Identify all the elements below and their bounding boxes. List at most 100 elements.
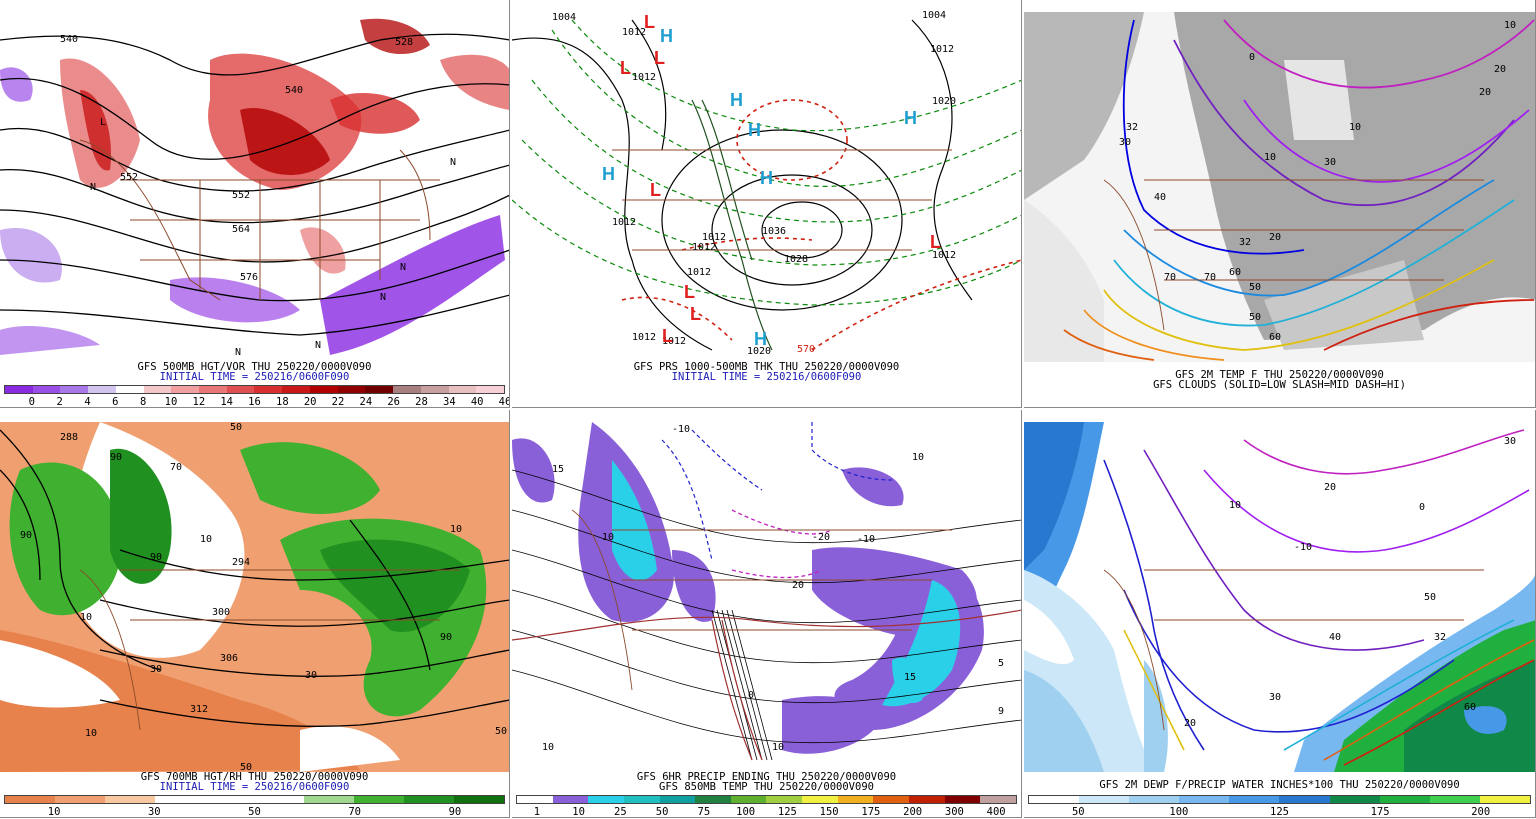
colorbar-tick-label: 75 — [697, 806, 711, 818]
low-symbol: L — [684, 282, 695, 302]
colorbar-swatch — [1379, 796, 1430, 803]
colorbar-swatch — [909, 796, 945, 803]
isobar-label: 1012 — [932, 250, 956, 261]
isotherm-label: 20 — [1494, 64, 1506, 75]
temp-label: 9 — [998, 706, 1004, 717]
isobar-label: 1020 — [747, 346, 771, 357]
temp-label: -10 — [672, 424, 690, 435]
colorbar-swatch — [552, 796, 589, 803]
height-label: 306 — [220, 653, 238, 664]
height-label: 552 — [120, 172, 138, 183]
low-symbol: L — [100, 117, 106, 128]
dewpoint-label: -10 — [1294, 542, 1312, 553]
colorbar-swatch — [1429, 796, 1480, 803]
colorbar-labels: 0246810121416182022242628344046 — [4, 396, 509, 408]
isotherm-label: 60 — [1229, 267, 1241, 278]
high-symbol: H — [748, 120, 761, 140]
colorbar-tick-label: 50 — [248, 806, 261, 818]
isotherm-label: 10 — [1264, 152, 1276, 163]
temp-label: 15 — [904, 672, 916, 683]
high-symbol: H — [754, 329, 767, 349]
rh-label: 10 — [450, 524, 462, 535]
colorbar-swatch — [517, 796, 553, 803]
isotherm-label: 32 — [1239, 237, 1251, 248]
isotherm-label: 40 — [1154, 192, 1166, 203]
rh-label: 50 — [230, 422, 242, 433]
colorbar-tick-label: 4 — [84, 396, 91, 408]
colorbar-swatch — [1079, 796, 1130, 803]
colorbar-swatch — [337, 386, 366, 393]
colorbar — [4, 385, 505, 394]
rh-label: 90 — [150, 552, 162, 563]
isotherm-label: 60 — [1269, 332, 1281, 343]
height-label: 288 — [60, 432, 78, 443]
colorbar-swatch — [115, 386, 144, 393]
colorbar-swatch — [623, 796, 660, 803]
isobar-label: 1012 — [687, 267, 711, 278]
colorbar-swatch — [944, 796, 981, 803]
colorbar-swatch — [309, 386, 338, 393]
vort-min-symbol: N — [235, 347, 241, 358]
colorbar-tick-label: 20 — [303, 396, 317, 408]
colorbar-tick-label: 46 — [498, 396, 509, 408]
high-symbol: H — [730, 90, 743, 110]
colorbar-swatch — [143, 386, 172, 393]
colorbar-swatch — [766, 796, 803, 803]
height-label: 564 — [232, 224, 250, 235]
thickness-label: 570 — [797, 344, 815, 355]
colorbar-swatch — [659, 796, 696, 803]
colorbar-tick-label: 50 — [655, 806, 669, 818]
colorbar-swatch — [204, 796, 255, 803]
rh-label: 90 — [20, 530, 32, 541]
colorbar-swatch — [802, 796, 838, 803]
colorbar-tick-label: 90 — [448, 806, 462, 818]
dewpoint-label: 30 — [1504, 436, 1516, 447]
colorbar-tick-label: 25 — [614, 806, 627, 818]
colorbar-swatch — [588, 796, 624, 803]
colorbar-tick-label: 100 — [736, 806, 756, 818]
colorbar-tick-label: 26 — [387, 396, 400, 408]
height-label: 528 — [395, 37, 413, 48]
temp-label: 10 — [602, 532, 614, 543]
colorbar-tick-label: 175 — [1370, 806, 1390, 818]
isotherm-label: 20 — [1269, 232, 1281, 243]
temp-label: -10 — [857, 534, 875, 545]
isobar-label: 1028 — [784, 254, 808, 265]
rh-label: 10 — [200, 534, 212, 545]
colorbar-swatch — [1029, 796, 1080, 803]
panel-init-time: INITIAL TIME = 250216/0600F090 — [159, 371, 350, 383]
dewpoint-label: 10 — [1229, 500, 1241, 511]
colorbar-tick-label: 28 — [415, 396, 428, 408]
colorbar-swatch — [393, 386, 421, 393]
temp-label: 20 — [792, 580, 804, 591]
isotherm-label: 70 — [1204, 272, 1216, 283]
vort-min-symbol: N — [450, 157, 456, 168]
panel-subcaption: GFS CLOUDS (SOLID=LOW SLASH=MID DASH=HI) — [1153, 379, 1406, 391]
colorbar-tick-label: 8 — [139, 396, 147, 408]
panel-init-time: INITIAL TIME = 250216/0600F090 — [671, 371, 862, 383]
panel-caption: GFS PRS 1000-500MB THK THU 250220/0000V0… — [633, 361, 900, 373]
isobar-label: 1012 — [662, 336, 686, 347]
isobar-label: 1012 — [692, 242, 716, 253]
colorbar-tick-label: 400 — [986, 806, 1006, 818]
low-symbol: L — [620, 58, 631, 78]
panel-700mb-rh: 288 294 300 306 312 90 90 90 70 50 30 10… — [0, 410, 510, 818]
colorbar-tick-label: 1 — [533, 806, 541, 818]
colorbar-tick-label: 18 — [276, 396, 289, 408]
colorbar-swatch — [5, 796, 55, 803]
colorbar — [1028, 795, 1531, 804]
panel-caption: GFS 700MB HGT/RH THU 250220/0000V090 — [140, 771, 369, 783]
panel-caption: GFS 6HR PRECIP ENDING THU 250220/0000V09… — [636, 771, 897, 783]
colorbar-tick-label: 70 — [348, 806, 362, 818]
colorbar-tick-label: 10 — [572, 806, 585, 818]
panel-subcaption: GFS 850MB TEMP THU 250220/0000V090 — [659, 781, 874, 793]
colorbar-tick-label: 125 — [777, 806, 797, 818]
panel-pressure-thickness: 1004 1012 1012 1012 1012 1012 1012 1036 … — [512, 0, 1022, 408]
colorbar-tick-label: 200 — [1471, 806, 1491, 818]
colorbar-swatch — [226, 386, 255, 393]
rh-label: 90 — [440, 632, 452, 643]
colorbar-swatch — [88, 386, 116, 393]
isobar-label: 1036 — [762, 226, 786, 237]
panel-caption: GFS 2M TEMP F THU 250220/0000V090 — [1175, 369, 1384, 381]
isobar-label: 1012 — [930, 44, 954, 55]
